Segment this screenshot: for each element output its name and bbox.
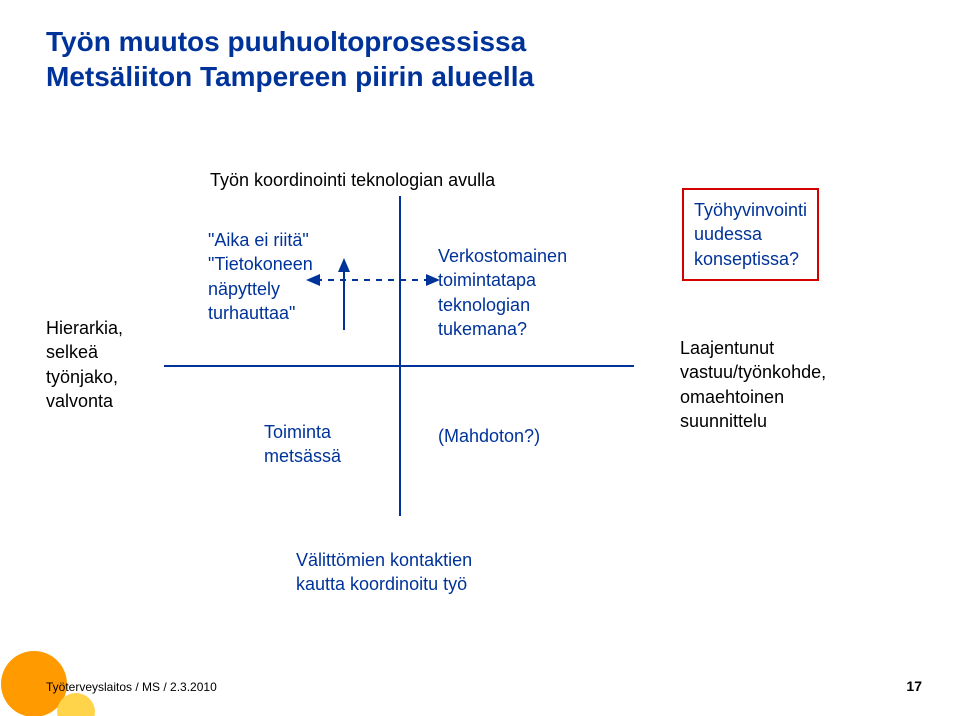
label-right-mid: Laajentunut vastuu/työnkohde, omaehtoine… [680,336,826,433]
arrow-up-head [338,258,350,272]
label-q2: "Aika ei riitä" "Tietokoneen näpyttely t… [208,228,313,325]
label-q4: (Mahdoton?) [438,424,540,448]
label-q1: Verkostomainen toimintatapa teknologian … [438,244,567,341]
page-number: 17 [906,678,922,694]
slide: Työn muutos puuhuoltoprosessissa Metsäli… [0,0,960,716]
label-bottom-center: Välittömien kontaktien kautta koordinoit… [296,548,472,597]
footer-text: Työterveyslaitos / MS / 2.3.2010 [46,680,217,694]
slide-title: Työn muutos puuhuoltoprosessissa Metsäli… [46,24,746,94]
box-wellbeing: Työhyvinvointi uudessa konseptissa? [682,188,819,281]
label-top-center: Työn koordinointi teknologian avulla [210,168,495,192]
label-q3: Toiminta metsässä [264,420,341,469]
label-left: Hierarkia, selkeä työnjako, valvonta [46,316,123,413]
